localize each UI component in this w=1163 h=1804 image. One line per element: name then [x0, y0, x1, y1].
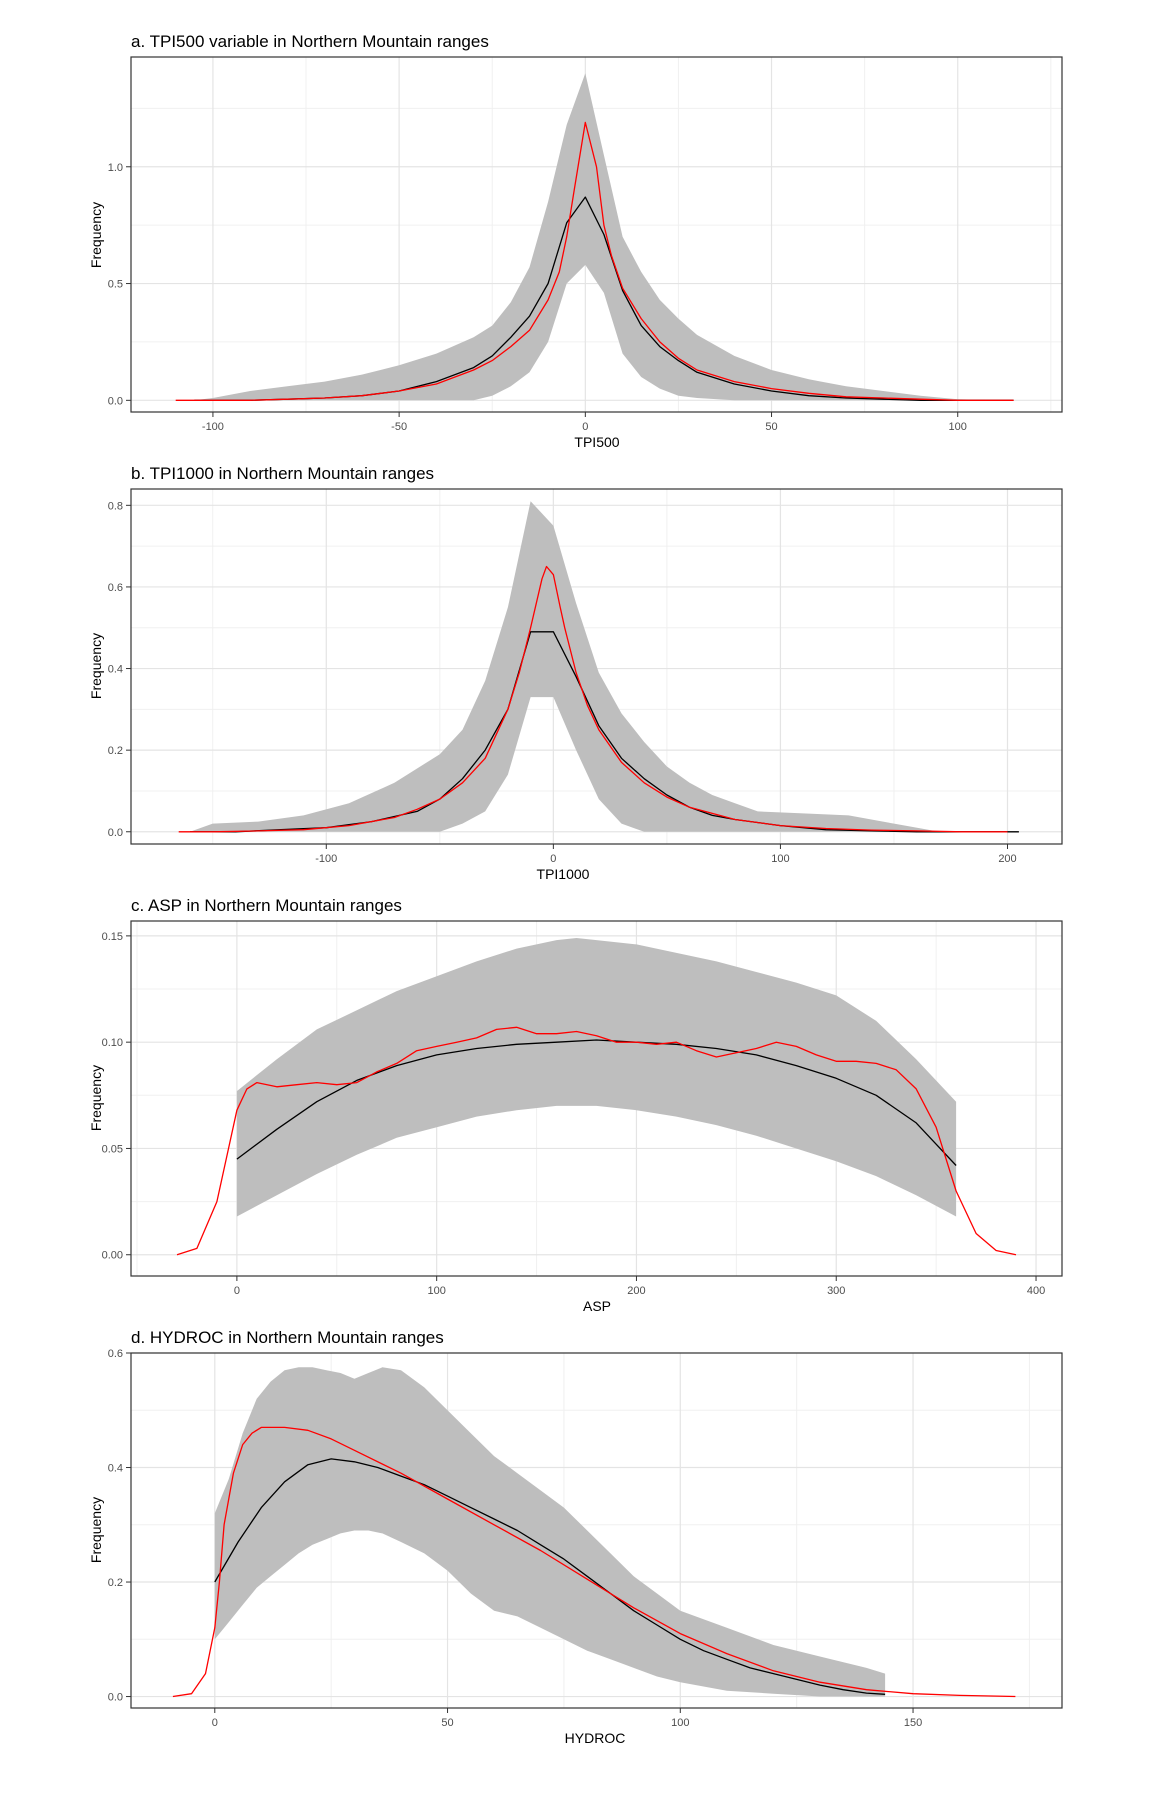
panel-a-y-tick-label: 1.0 [108, 162, 123, 174]
panel-c-y-tick-label: 0.15 [102, 931, 123, 943]
panel-d-observed-line [172, 1426, 1016, 1698]
panel-b-y-tick-label: 0.4 [108, 664, 123, 676]
panel-c-x-tick-label: 300 [827, 1285, 845, 1297]
panel-a-x-tick-label: -100 [202, 421, 224, 433]
panel-d-y-tick-label: 0.6 [108, 1348, 123, 1360]
panel-b-y-axis-label: Frequency [88, 633, 104, 699]
panel-b-x-tick-label: -100 [315, 853, 337, 865]
panel-c-y-tick-label: 0.00 [102, 1250, 123, 1262]
panel-a-x-tick-label: -50 [391, 421, 407, 433]
panel-a-x-tick-label: 50 [765, 421, 777, 433]
panel-c-y-axis-label: Frequency [88, 1065, 104, 1131]
panel-d-y-axis-label: Frequency [88, 1497, 104, 1563]
panel-b-observed-line [178, 565, 1008, 833]
panel-c-x-axis-label: ASP [583, 1298, 611, 1314]
panel-b-x-tick-label: 0 [550, 853, 556, 865]
panel-d-x-tick-label: 50 [441, 1717, 453, 1729]
panel-d-confidence-band [214, 1367, 886, 1697]
panel-a-border [130, 56, 1063, 413]
panel-a-x-axis-label: TPI500 [574, 434, 619, 450]
panel-a-title: a. TPI500 variable in Northern Mountain … [131, 32, 489, 51]
panel-b-y-tick-label: 0.8 [108, 500, 123, 512]
panel-c-observed-line [176, 1026, 1017, 1256]
panel-b-x-tick-label: 100 [771, 853, 789, 865]
panel-d-y-tick-label: 0.0 [108, 1692, 123, 1704]
panel-d-x-tick-label: 150 [904, 1717, 922, 1729]
panel-a: -100 -50 0 50 100 0.0 0.5 1.0 [108, 56, 1063, 433]
panel-d: 0 50 100 150 0.0 0.2 0.4 0.6 [108, 1348, 1063, 1729]
panel-c-y-tick-label: 0.05 [102, 1143, 123, 1155]
panel-c-mean-line [236, 1039, 957, 1166]
panel-d-mean-line [214, 1458, 886, 1695]
panel-b-y-tick-label: 0.6 [108, 582, 123, 594]
panel-a-observed-line [175, 121, 1014, 401]
panel-a-x-tick-label: 0 [582, 421, 588, 433]
panel-b-title: b. TPI1000 in Northern Mountain ranges [131, 464, 434, 483]
panel-c-x-tick-label: 400 [1027, 1285, 1045, 1297]
panel-b-y-tick-label: 0.0 [108, 827, 123, 839]
panel-c-x-tick-label: 0 [234, 1285, 240, 1297]
panel-a-confidence-band [194, 73, 1014, 401]
panel-b-confidence-band [190, 501, 1008, 832]
panel-c-confidence-band [236, 938, 957, 1217]
panel-c-border [130, 920, 1063, 1277]
panel-d-border [130, 1352, 1063, 1709]
panel-a-y-tick-label: 0.5 [108, 279, 123, 291]
panel-b: -100 0 100 200 0.0 0.2 0.4 0.6 0.8 [108, 488, 1063, 865]
panel-d-y-tick-label: 0.4 [108, 1463, 123, 1475]
panel-d-y-tick-label: 0.2 [108, 1577, 123, 1589]
panel-b-y-tick-label: 0.2 [108, 745, 123, 757]
panel-d-x-tick-label: 100 [671, 1717, 689, 1729]
panel-d-title: d. HYDROC in Northern Mountain ranges [131, 1328, 444, 1347]
panel-c-x-tick-label: 200 [627, 1285, 645, 1297]
panel-c-y-tick-label: 0.10 [102, 1037, 123, 1049]
panel-c: 0 100 200 300 400 0.00 0.05 0.10 0.15 [102, 920, 1063, 1297]
panel-d-x-tick-label: 0 [212, 1717, 218, 1729]
panel-a-y-tick-label: 0.0 [108, 395, 123, 407]
panel-a-y-axis-label: Frequency [88, 202, 104, 268]
panel-b-x-tick-label: 200 [998, 853, 1016, 865]
panel-b-x-axis-label: TPI1000 [537, 866, 590, 882]
panel-c-title: c. ASP in Northern Mountain ranges [131, 896, 402, 915]
panel-b-border [130, 488, 1063, 845]
panel-d-x-axis-label: HYDROC [565, 1730, 626, 1746]
panel-c-x-tick-label: 100 [427, 1285, 445, 1297]
panel-a-x-tick-label: 100 [949, 421, 967, 433]
